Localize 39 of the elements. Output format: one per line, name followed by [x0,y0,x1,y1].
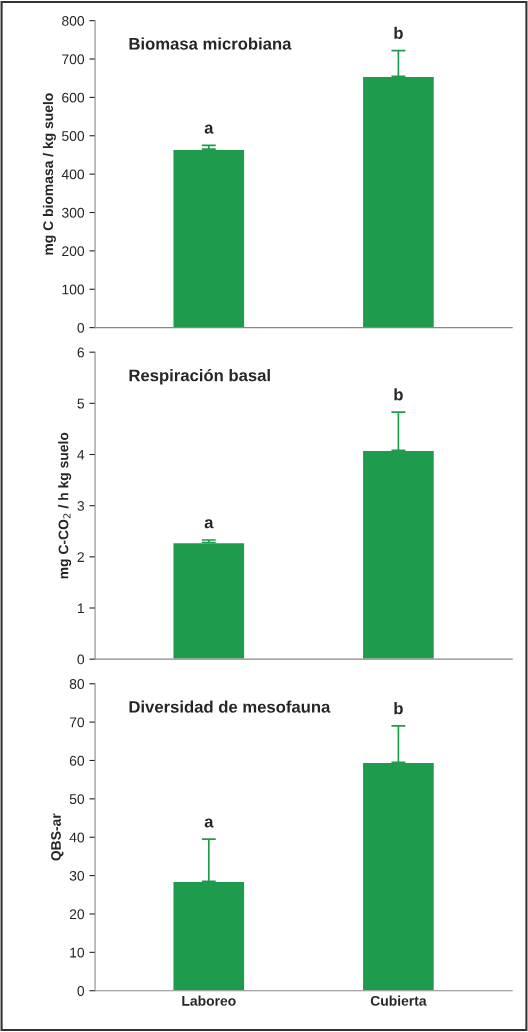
annotation: a [204,124,214,134]
y-tick-label: 600 [62,92,85,103]
y-tick-label: 10 [70,947,85,958]
x-tick-label: Laboreo [182,995,236,1006]
text: Respiración basal [129,368,270,385]
y-tick-label: 5 [77,398,85,409]
annotation: a [204,818,214,828]
y-axis-title: QBS-ar [51,813,64,861]
annotation: b [394,26,403,39]
y-tick-label: 80 [69,679,85,689]
x-tick-label: Cubierta [370,995,427,1006]
text: Diversidad de mesofauna [129,700,331,713]
y-tick-label: 4 [77,449,85,460]
y-tick-label: 0 [77,322,85,333]
y-axis-title: mg C biomasa / kg suelo [42,93,56,255]
y-tick-label: 3 [77,501,85,511]
y-axis-title: mg C-CO$_{2}$ / h kg suelo [58,432,72,579]
text: Biomasa microbiana [129,37,292,50]
y-tick-label: 20 [69,909,85,920]
y-tick-label: 70 [69,717,85,728]
y-tick-label: 800 [62,15,85,26]
y-tick-label: 2 [77,552,84,562]
y-tick-label: 60 [69,755,85,766]
y-tick-label: 40 [69,832,85,843]
y-tick-label: 50 [69,794,85,805]
y-tick-label: 400 [61,169,85,180]
y-tick-label: 0 [77,986,85,996]
y-tick-label: 100 [62,284,85,295]
y-tick-label: 0 [77,654,85,665]
annotation: b [394,388,403,401]
y-tick-label: 30 [69,870,85,881]
y-tick-label: 6 [77,347,85,358]
annotation: b [394,702,403,715]
y-tick-label: 300 [61,207,85,218]
y-tick-label: 500 [62,131,85,141]
y-tick-label: 200 [62,246,85,257]
annotation: a [204,519,214,529]
y-tick-label: 700 [62,54,85,65]
y-tick-label: 1 [77,603,84,614]
